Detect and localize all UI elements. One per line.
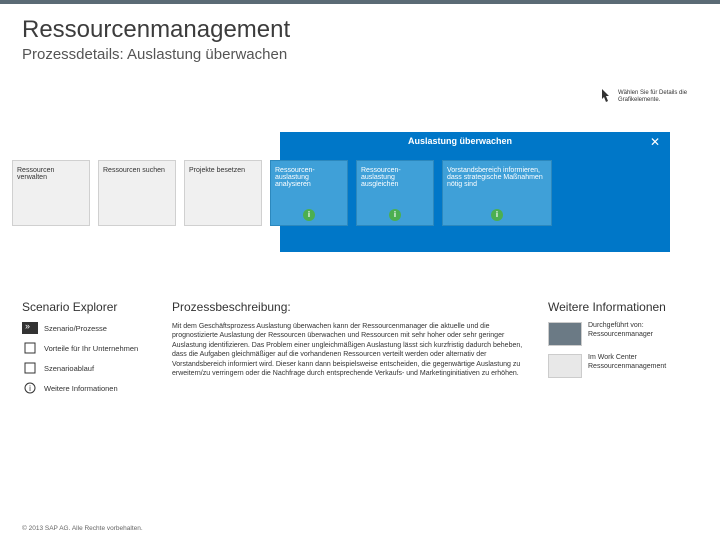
step-label: Ressourcen-auslastung analysieren xyxy=(275,167,343,188)
process-flow: Auslastung überwachen ✕ Ressourcen verwa… xyxy=(0,140,720,250)
nav-szenario-prozesse[interactable]: Szenario/Prozesse xyxy=(22,322,152,334)
step-label: Projekte besetzen xyxy=(189,167,245,174)
description-column: Prozessbeschreibung: Mit dem Geschäftspr… xyxy=(172,300,528,402)
step-ressourcen-verwalten[interactable]: Ressourcen verwalten xyxy=(12,160,90,226)
nav-label: Weitere Informationen xyxy=(44,384,118,393)
info-icon[interactable]: i xyxy=(303,209,315,221)
more-item-workcenter[interactable]: Im Work Center Ressourcenmanagement xyxy=(548,354,698,378)
close-icon[interactable]: ✕ xyxy=(650,135,660,149)
hint-text: Wählen Sie für Details die Grafikelement… xyxy=(618,90,708,104)
step-vorstand-informieren[interactable]: Vorstandsbereich informieren, dass strat… xyxy=(442,160,552,226)
step-ressourcen-suchen[interactable]: Ressourcen suchen xyxy=(98,160,176,226)
square-icon xyxy=(22,342,38,354)
nav-szenarioablauf[interactable]: Szenarioablauf xyxy=(22,362,152,374)
thumbnail-icon xyxy=(548,354,582,378)
info-icon: i xyxy=(22,382,38,394)
scenario-explorer: Scenario Explorer Szenario/Prozesse Vort… xyxy=(22,300,152,402)
nav-weitere-info[interactable]: i Weitere Informationen xyxy=(22,382,152,394)
copyright-footer: © 2013 SAP AG. Alle Rechte vorbehalten. xyxy=(22,525,143,532)
hint-callout: Wählen Sie für Details die Grafikelement… xyxy=(598,88,708,106)
explorer-title: Scenario Explorer xyxy=(22,300,152,314)
highlight-title: Auslastung überwachen xyxy=(280,136,640,146)
page-title: Ressourcenmanagement xyxy=(22,16,698,44)
more-label: Im Work Center Ressourcenmanagement xyxy=(588,354,698,372)
nav-vorteile[interactable]: Vorteile für Ihr Unternehmen xyxy=(22,342,152,354)
nav-label: Szenario/Prozesse xyxy=(44,324,107,333)
nav-label: Szenarioablauf xyxy=(44,364,94,373)
more-title: Weitere Informationen xyxy=(548,300,698,314)
step-projekte-besetzen[interactable]: Projekte besetzen xyxy=(184,160,262,226)
more-item-role[interactable]: Durchgeführt von: Ressourcenmanager xyxy=(548,322,698,346)
step-label: Ressourcen suchen xyxy=(103,167,165,174)
pointer-icon xyxy=(598,88,612,106)
step-row: Ressourcen verwalten Ressourcen suchen P… xyxy=(12,160,708,226)
page-subtitle: Prozessdetails: Auslastung überwachen xyxy=(22,46,698,63)
description-body: Mit dem Geschäftsprozess Auslastung über… xyxy=(172,322,528,379)
description-title: Prozessbeschreibung: xyxy=(172,300,528,314)
step-ausgleichen[interactable]: Ressourcen-auslastung ausgleichen i xyxy=(356,160,434,226)
thumbnail-icon xyxy=(548,322,582,346)
step-label: Ressourcen verwalten xyxy=(17,167,85,181)
more-label: Durchgeführt von: Ressourcenmanager xyxy=(588,322,698,340)
step-label: Ressourcen-auslastung ausgleichen xyxy=(361,167,429,188)
lower-grid: Scenario Explorer Szenario/Prozesse Vort… xyxy=(22,300,698,402)
info-icon[interactable]: i xyxy=(491,209,503,221)
svg-text:i: i xyxy=(29,384,31,393)
info-icon[interactable]: i xyxy=(389,209,401,221)
nav-label: Vorteile für Ihr Unternehmen xyxy=(44,344,138,353)
chevron-icon xyxy=(22,322,38,334)
step-label: Vorstandsbereich informieren, dass strat… xyxy=(447,167,547,188)
step-analysieren[interactable]: Ressourcen-auslastung analysieren i xyxy=(270,160,348,226)
more-info-column: Weitere Informationen Durchgeführt von: … xyxy=(548,300,698,402)
square-icon xyxy=(22,362,38,374)
page-header: Ressourcenmanagement Prozessdetails: Aus… xyxy=(0,4,720,71)
